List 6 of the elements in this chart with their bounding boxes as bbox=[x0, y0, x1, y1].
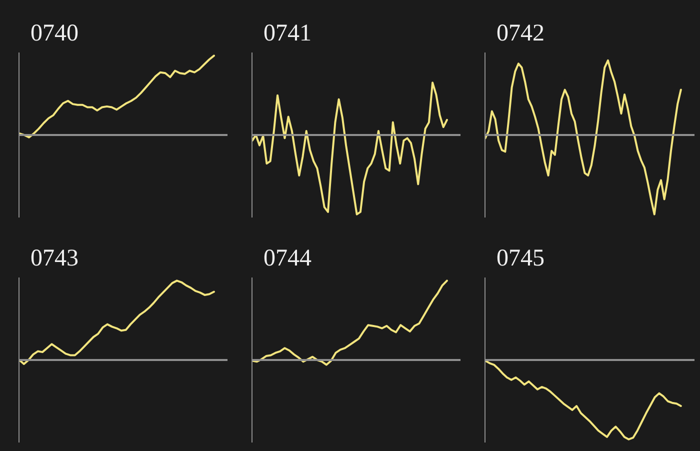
chart-title: 0741 bbox=[264, 20, 312, 46]
chart-title: 0740 bbox=[30, 20, 78, 46]
chart-title: 0743 bbox=[30, 246, 78, 272]
chart-title: 0742 bbox=[496, 20, 544, 46]
chart-title: 0744 bbox=[264, 246, 312, 272]
chart-title: 0745 bbox=[496, 246, 544, 272]
